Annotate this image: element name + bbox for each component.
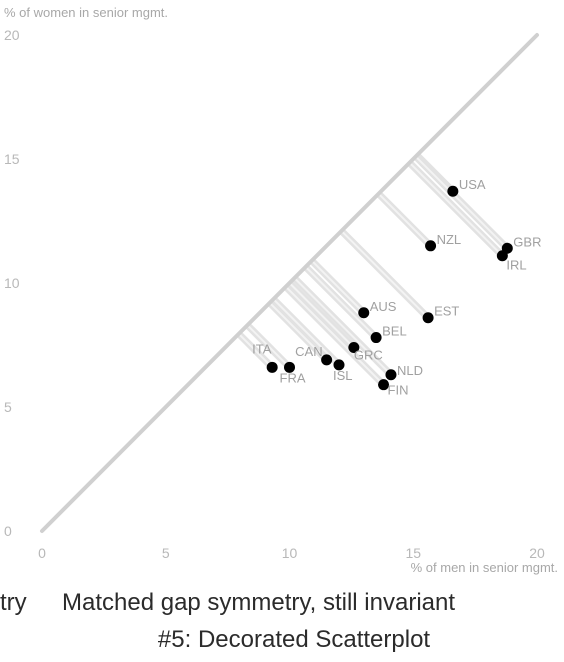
y-tick-label: 15 [4, 151, 20, 167]
y-tick-label: 10 [4, 275, 20, 291]
x-tick-label: 5 [162, 545, 170, 561]
gap-line-core-gbr [415, 155, 509, 249]
point-irl [496, 250, 508, 262]
point-label-ita: ITA [252, 341, 272, 356]
y-tick-label: 20 [4, 27, 20, 43]
x-axis-label: % of men in senior mgmt. [411, 560, 558, 575]
gap-line-core-ita [238, 333, 273, 369]
gap-line-core-grc [288, 282, 355, 349]
point-bel [370, 332, 382, 344]
gap-line-core-fra [246, 324, 291, 369]
axis-ticks: 0 5 10 15 20 0 5 10 15 20 [4, 27, 545, 561]
gap-line-core-irl [408, 162, 504, 257]
point-label-isl: ISL [333, 368, 353, 383]
point-usa [447, 185, 459, 197]
data-points [266, 185, 513, 391]
point-label-bel: BEL [382, 324, 407, 339]
x-tick-label: 10 [282, 545, 298, 561]
point-aus [358, 307, 370, 319]
y-tick-label: 5 [4, 399, 12, 415]
point-isl [333, 359, 345, 371]
point-label-grc: GRC [354, 347, 383, 362]
x-tick-label: 0 [38, 545, 46, 561]
point-label-can: CAN [295, 344, 322, 359]
point-label-fin: FIN [388, 383, 409, 398]
point-fin [378, 379, 390, 391]
point-label-est: EST [434, 304, 459, 319]
point-label-irl: IRL [506, 258, 526, 273]
point-nld [385, 369, 397, 381]
y-axis-label: % of women in senior mgmt. [4, 5, 168, 20]
x-tick-label: 20 [529, 545, 545, 561]
gap-line-core-fin [285, 286, 385, 386]
chart-title: Matched gap symmetry, still invariant [62, 589, 456, 616]
point-nzl [425, 240, 437, 252]
point-label-aus: AUS [370, 299, 397, 314]
point-label-usa: USA [459, 177, 486, 192]
gap-line-core-nzl [377, 193, 432, 247]
point-label-gbr: GBR [513, 234, 541, 249]
point-grc [348, 341, 360, 353]
scatterplot: 0 5 10 15 20 0 5 10 15 20 % of men in senior mgmt… [4, 5, 558, 575]
gap-line-core-est [340, 230, 429, 319]
gap-line-core-aus [311, 259, 365, 314]
x-tick-label: 15 [405, 545, 421, 561]
chart-subtitle: #5: Decorated Scatterplot [157, 626, 431, 653]
point-label-fra: FRA [280, 370, 306, 385]
equality-diagonal [40, 33, 539, 533]
point-fra [284, 361, 295, 373]
gap-line-core-bel [304, 266, 377, 339]
gap-line-core-isl [272, 298, 340, 366]
y-tick-label: 0 [4, 523, 12, 539]
point-label-nzl: NZL [437, 232, 462, 247]
gap-lines [236, 152, 510, 388]
point-label-nld: NLD [397, 363, 423, 378]
gap-line-core-can [268, 302, 328, 361]
point-est [422, 312, 434, 324]
point-ita [266, 361, 278, 373]
point-labels: USA GBR IRL NZL AUS EST BEL CAN GRC ITA FRA ISL NLD F… [252, 177, 541, 397]
point-can [321, 354, 333, 366]
gap-line-core-nld [293, 277, 392, 376]
caption-left-fragment: try [0, 589, 27, 616]
